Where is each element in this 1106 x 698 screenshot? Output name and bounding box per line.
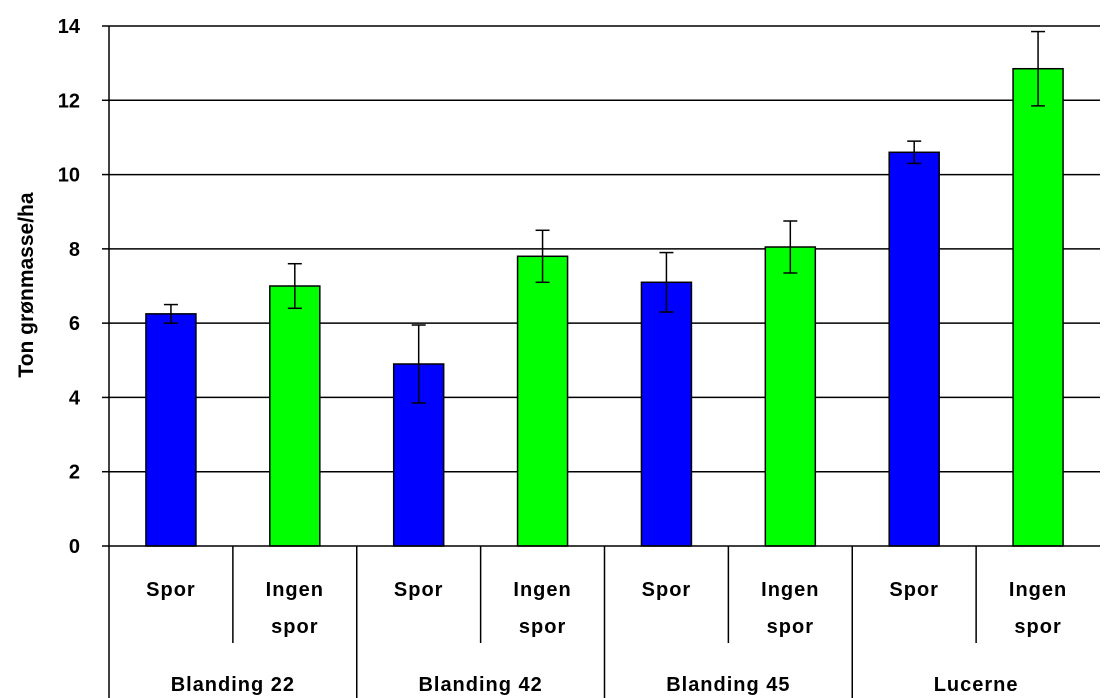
- bar: [516, 255, 569, 547]
- axes: [102, 25, 1100, 698]
- bar: [888, 151, 940, 547]
- bar: [640, 281, 693, 547]
- bars: [145, 67, 1064, 547]
- error-bars: [163, 30, 1046, 404]
- y-tick-labels: 0 2 4 6 8 10 12 14: [58, 16, 81, 558]
- group-label: Blanding 45: [666, 674, 790, 696]
- y-axis-label: Ton grønmasse/ha: [15, 192, 38, 377]
- category-label-line2: spor: [271, 616, 318, 638]
- group-label: Blanding 22: [171, 674, 295, 696]
- category-labels: Spor Ingen spor Spor Ingen spor Spor Ingen spor S…: [146, 579, 1067, 638]
- y-tick-label: 10: [58, 165, 80, 187]
- category-label-line2: spor: [767, 616, 814, 638]
- group-label: Lucerne: [934, 674, 1019, 696]
- group-label: Blanding 42: [418, 674, 542, 696]
- y-tick-label: 6: [69, 313, 80, 335]
- category-label: Spor: [889, 579, 939, 601]
- y-tick-label: 8: [69, 239, 80, 261]
- y-tick-label: 2: [69, 462, 80, 484]
- bar: [145, 313, 197, 547]
- group-labels: Blanding 22 Blanding 42 Blanding 45 Lucerne: [171, 674, 1019, 696]
- y-tick-label: 0: [69, 536, 80, 558]
- category-label: Ingen: [761, 579, 819, 601]
- category-label: Spor: [146, 579, 196, 601]
- category-label-line2: spor: [1014, 616, 1061, 638]
- y-tick-label: 14: [58, 16, 81, 38]
- category-label: Ingen: [266, 579, 324, 601]
- bar: [1012, 67, 1064, 547]
- category-label: Spor: [642, 579, 692, 601]
- category-label: Spor: [394, 579, 444, 601]
- gridlines: [109, 25, 1100, 473]
- category-label: Ingen: [1009, 579, 1067, 601]
- bar: [269, 285, 321, 547]
- category-label: Ingen: [513, 579, 571, 601]
- y-tick-label: 12: [58, 90, 80, 112]
- bar: [764, 246, 817, 547]
- category-label-line2: spor: [519, 616, 566, 638]
- y-tick-label: 4: [69, 387, 81, 409]
